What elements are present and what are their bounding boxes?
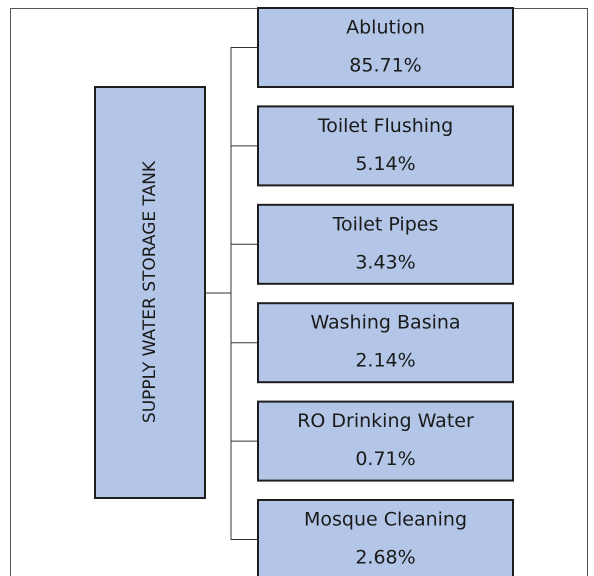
node-box [257,105,514,187]
node-label: Washing Basina [310,312,460,334]
node-value: 85.71% [349,55,421,77]
node-box [257,400,514,482]
node-label: RO Drinking Water [297,410,474,432]
root-label: SUPPLY WATER STORAGE TANK [140,160,160,423]
node-label: Mosque Cleaning [304,509,467,531]
node-label: Toilet Pipes [332,213,439,235]
node-label: Toilet Flushing [317,115,453,137]
node-box [257,7,514,88]
root-box [94,86,206,499]
node-value: 3.43% [355,251,415,273]
node-value: 2.14% [355,350,415,372]
node-box [257,203,514,285]
node-label: Ablution [346,17,425,39]
node-value: 5.14% [355,153,415,175]
node-box [257,302,514,384]
node-value: 2.68% [355,547,415,569]
node-box [257,499,514,576]
node-value: 0.71% [355,448,415,470]
